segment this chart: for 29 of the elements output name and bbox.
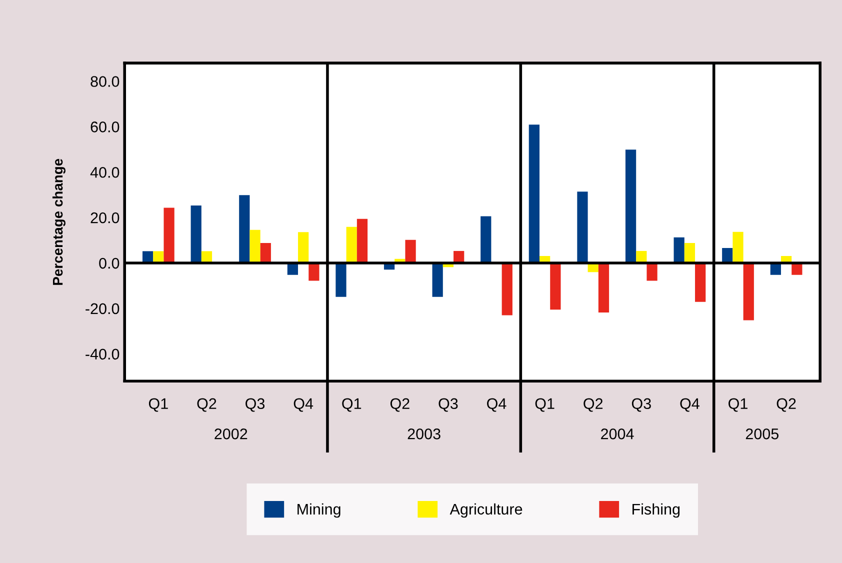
x-tick-label: Q2 — [197, 398, 216, 412]
y-tick-label: 0.0 — [99, 258, 120, 269]
text: 2005 — [746, 428, 779, 440]
x-tick-label: Q4 — [487, 398, 506, 412]
legend-label: Fishing — [632, 503, 680, 518]
x-tick-label: Q4 — [294, 398, 314, 412]
x-tick-label: Q1 — [148, 398, 168, 412]
y-tick-label: -20.0 — [86, 303, 120, 314]
y-tick-label: -40.0 — [86, 348, 120, 360]
x-tick-label: Q2 — [390, 398, 410, 412]
x-tick-label: Q3 — [438, 398, 458, 412]
text: 2004 — [601, 428, 634, 440]
legend-label: Mining — [298, 503, 340, 518]
x-tick-label: Q3 — [632, 398, 651, 412]
x-tick-label: Q3 — [246, 398, 265, 412]
text: 2002 — [214, 428, 248, 440]
y-axis-title: Percentage change — [52, 158, 66, 285]
x-tick-label: Q1 — [342, 398, 362, 412]
x-tick-label: Q4 — [680, 398, 700, 412]
x-tick-label: Q2 — [776, 398, 796, 412]
x-tick-label: Q1 — [728, 398, 748, 412]
y-tick-label: 40.0 — [90, 166, 120, 178]
x-tick-label: Q1 — [535, 398, 554, 412]
y-tick-label: 60.0 — [90, 122, 120, 132]
x-tick-label: Q2 — [584, 398, 603, 412]
legend-label: Agriculture — [450, 503, 522, 518]
y-tick-label: 20.0 — [90, 212, 120, 224]
y-tick-label: 80.0 — [90, 76, 120, 87]
text: 2003 — [408, 428, 440, 440]
